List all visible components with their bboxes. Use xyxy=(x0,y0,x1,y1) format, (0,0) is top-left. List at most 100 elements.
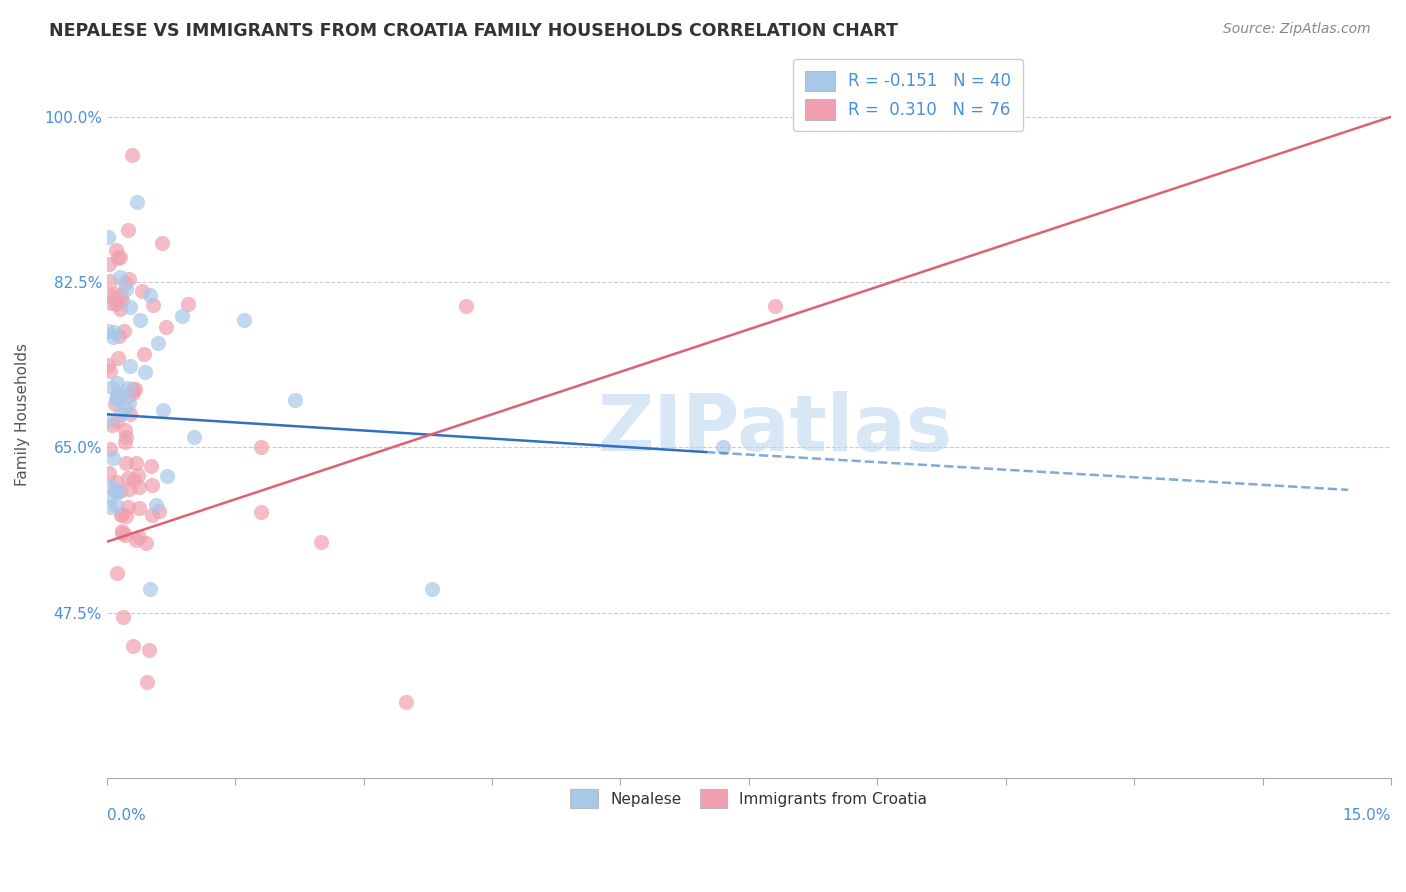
Point xyxy=(105,415,128,429)
Point xyxy=(138,288,160,302)
Point xyxy=(110,526,132,541)
Point xyxy=(115,508,138,523)
Point xyxy=(97,324,120,338)
Point xyxy=(104,397,127,411)
Point xyxy=(107,351,129,365)
Point xyxy=(121,147,143,161)
Point xyxy=(110,508,132,522)
Point xyxy=(114,430,136,444)
Point xyxy=(125,533,148,547)
Point xyxy=(105,376,128,391)
Point xyxy=(125,456,148,470)
Legend: Nepalese, Immigrants from Croatia: Nepalese, Immigrants from Croatia xyxy=(564,783,934,814)
Point xyxy=(110,250,132,264)
Point xyxy=(138,582,160,596)
Point xyxy=(107,251,129,265)
Point xyxy=(138,643,160,657)
Text: 0.0%: 0.0% xyxy=(107,808,145,823)
Point xyxy=(135,535,157,549)
Point xyxy=(177,297,200,311)
Point xyxy=(122,385,145,400)
Point xyxy=(101,418,124,433)
Point xyxy=(108,328,131,343)
Point xyxy=(117,500,139,514)
Point xyxy=(148,504,170,518)
Point xyxy=(128,480,150,494)
Point xyxy=(250,505,273,519)
Point xyxy=(135,675,157,690)
Text: NEPALESE VS IMMIGRANTS FROM CROATIA FAMILY HOUSEHOLDS CORRELATION CHART: NEPALESE VS IMMIGRANTS FROM CROATIA FAMI… xyxy=(49,22,898,40)
Point xyxy=(145,498,167,512)
Text: ZIPatlas: ZIPatlas xyxy=(598,391,952,467)
Point xyxy=(118,396,141,410)
Point xyxy=(114,456,136,470)
Point xyxy=(118,272,141,286)
Point xyxy=(105,566,128,580)
Point xyxy=(97,230,120,244)
Point xyxy=(122,382,145,396)
Point xyxy=(118,482,141,496)
Point xyxy=(309,534,332,549)
Point xyxy=(232,312,254,326)
Point xyxy=(107,392,129,406)
Point xyxy=(97,466,120,480)
Point xyxy=(98,364,121,378)
Point xyxy=(110,407,132,421)
Point xyxy=(97,413,120,427)
Point xyxy=(183,430,205,444)
Point xyxy=(127,467,149,482)
Point xyxy=(125,194,148,209)
Point xyxy=(98,288,121,302)
Point xyxy=(104,243,127,257)
Point xyxy=(107,483,129,498)
Point xyxy=(420,582,443,596)
Point xyxy=(120,407,142,421)
Point xyxy=(100,442,122,457)
Point xyxy=(118,359,141,373)
Point xyxy=(128,500,150,515)
Point xyxy=(114,528,136,542)
Point xyxy=(142,298,165,312)
Point xyxy=(112,610,135,624)
Point xyxy=(105,387,128,401)
Point xyxy=(122,639,145,653)
Point xyxy=(104,484,127,499)
Point xyxy=(141,477,163,491)
Y-axis label: Family Households: Family Households xyxy=(15,343,30,486)
Point xyxy=(98,491,121,505)
Point xyxy=(100,479,122,493)
Point xyxy=(110,288,132,302)
Point xyxy=(128,530,150,544)
Point xyxy=(118,301,141,315)
Point xyxy=(104,498,127,512)
Point xyxy=(146,336,169,351)
Point xyxy=(117,470,139,484)
Point xyxy=(114,435,136,450)
Point xyxy=(114,276,136,290)
Point xyxy=(456,299,478,313)
Point xyxy=(111,293,134,308)
Point xyxy=(395,695,418,709)
Point xyxy=(141,508,163,522)
Point xyxy=(117,223,139,237)
Point xyxy=(128,312,150,326)
Point xyxy=(117,381,139,395)
Point xyxy=(101,330,124,344)
Point xyxy=(104,286,127,301)
Point xyxy=(711,441,734,455)
Point xyxy=(98,274,121,288)
Point xyxy=(134,365,156,379)
Point xyxy=(763,299,786,313)
Point xyxy=(97,256,120,270)
Point xyxy=(152,403,174,417)
Point xyxy=(114,423,136,437)
Point xyxy=(105,392,128,407)
Point xyxy=(141,458,163,473)
Point xyxy=(131,284,153,298)
Point xyxy=(170,310,193,324)
Point xyxy=(103,326,125,340)
Point xyxy=(103,451,125,466)
Point xyxy=(105,475,128,490)
Point xyxy=(117,388,139,402)
Point xyxy=(98,500,121,514)
